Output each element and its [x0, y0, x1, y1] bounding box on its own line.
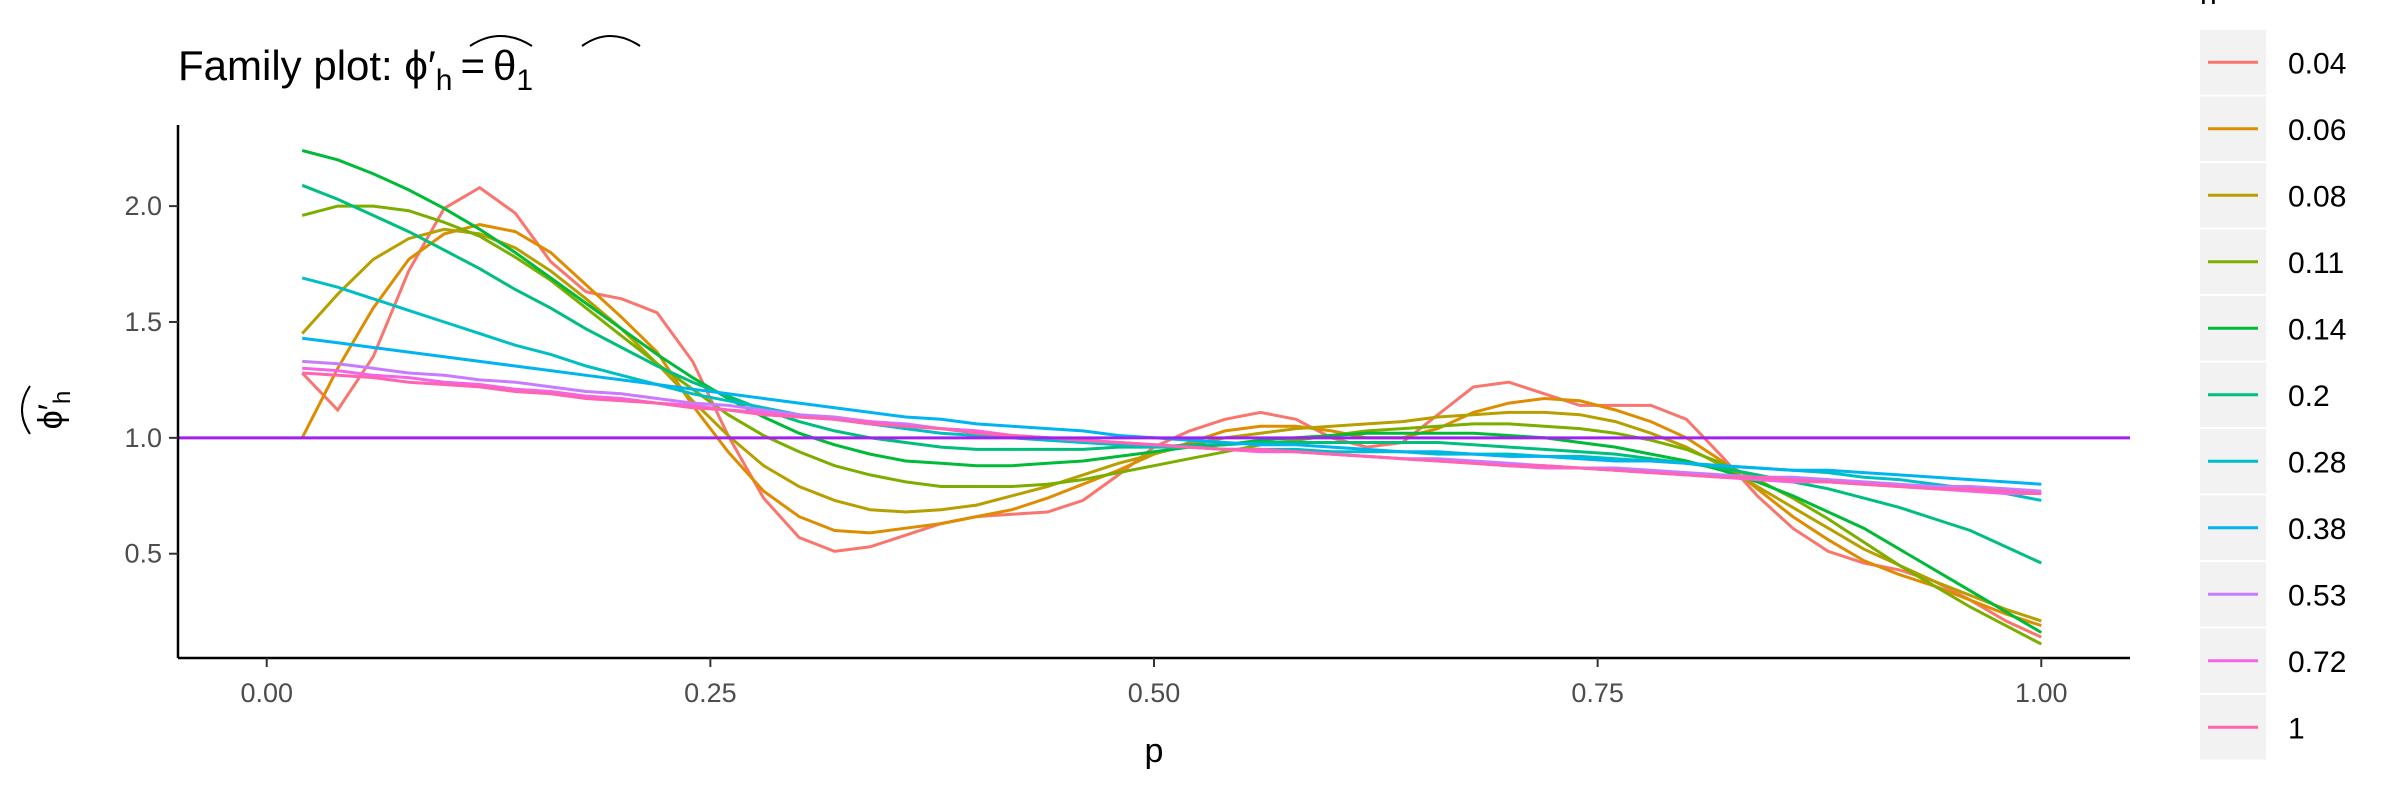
y-axis-title: ϕ′h: [21, 385, 76, 435]
legend-item-h-0.14: 0.14: [2200, 296, 2346, 361]
legend-item-h-0.06: 0.06: [2200, 96, 2346, 161]
legend-label: 0.04: [2288, 47, 2346, 80]
y-axis-title-symbol: ϕ: [32, 410, 70, 429]
x-tick-label: 0.25: [684, 678, 737, 708]
legend-label: 0.53: [2288, 579, 2346, 612]
x-tick-label: 1.00: [2015, 678, 2068, 708]
legend-label: 0.11: [2288, 247, 2344, 280]
y-tick-label: 0.5: [124, 539, 162, 569]
legend-item-h-0.53: 0.53: [2200, 562, 2346, 627]
legend-label: 0.14: [2288, 313, 2346, 346]
title-equals: =: [460, 42, 485, 89]
legend: h 0.04 0.06 0.08 0.11 0.14 0.2 0.28 0.38 0.53 0.7…: [2200, 0, 2346, 760]
y-axis-title-sub: h: [49, 391, 76, 404]
title-rhs-symbol: θ: [493, 42, 516, 89]
legend-label: 0.2: [2288, 380, 2330, 413]
legend-item-h-0.04: 0.04: [2200, 30, 2346, 95]
legend-item-h-0.28: 0.28: [2200, 429, 2346, 494]
x-tick-label: 0.75: [1571, 678, 1624, 708]
legend-item-h-0.72: 0.72: [2200, 628, 2346, 693]
legend-label: 0.38: [2288, 513, 2346, 546]
series-line-h-1: [302, 371, 2042, 495]
legend-title: h: [2200, 0, 2217, 11]
y-tick-label: 1.5: [124, 307, 162, 337]
legend-item-h-0.08: 0.08: [2200, 163, 2346, 228]
svg-text:ϕ′h: ϕ′h: [32, 391, 76, 430]
chart-title: Family plot: ϕ′h = θ1: [178, 35, 641, 97]
series-lines: [300, 149, 2043, 646]
title-lhs-hat: [469, 35, 533, 47]
legend-label: 0.08: [2288, 180, 2346, 213]
title-prefix: Family plot:: [178, 42, 404, 89]
legend-label: 0.06: [2288, 114, 2346, 147]
title-lhs-sub: h: [436, 64, 453, 97]
title-rhs-sub: 1: [516, 64, 533, 97]
y-tick-label: 1.0: [124, 423, 162, 453]
x-axis-title: p: [1145, 732, 1164, 770]
title-lhs-prime: ′: [428, 42, 436, 89]
legend-label: 1: [2288, 712, 2305, 745]
legend-label: 0.72: [2288, 646, 2346, 679]
legend-item-h-1: 1: [2200, 695, 2305, 760]
legend-item-h-0.11: 0.11: [2200, 229, 2344, 294]
legend-item-h-0.2: 0.2: [2200, 362, 2330, 427]
x-tick-label: 0.50: [1128, 678, 1181, 708]
y-tick-label: 2.0: [124, 191, 162, 221]
y-axis-title-hat: [21, 385, 31, 435]
svg-text:Family plot: ϕ′h=θ1: Family plot: ϕ′h = θ1: [178, 42, 533, 97]
y-axis-ticks: 0.5 1.0 1.5 2.0: [124, 191, 178, 569]
legend-label: 0.28: [2288, 446, 2346, 479]
x-axis-ticks: 0.00 0.25 0.50 0.75 1.00: [240, 658, 2068, 708]
y-axis-title-prime: ′: [32, 404, 70, 410]
legend-item-h-0.38: 0.38: [2200, 495, 2346, 560]
x-tick-label: 0.00: [240, 678, 293, 708]
title-lhs-symbol: ϕ: [404, 42, 428, 89]
title-rhs-hat: [581, 35, 641, 47]
